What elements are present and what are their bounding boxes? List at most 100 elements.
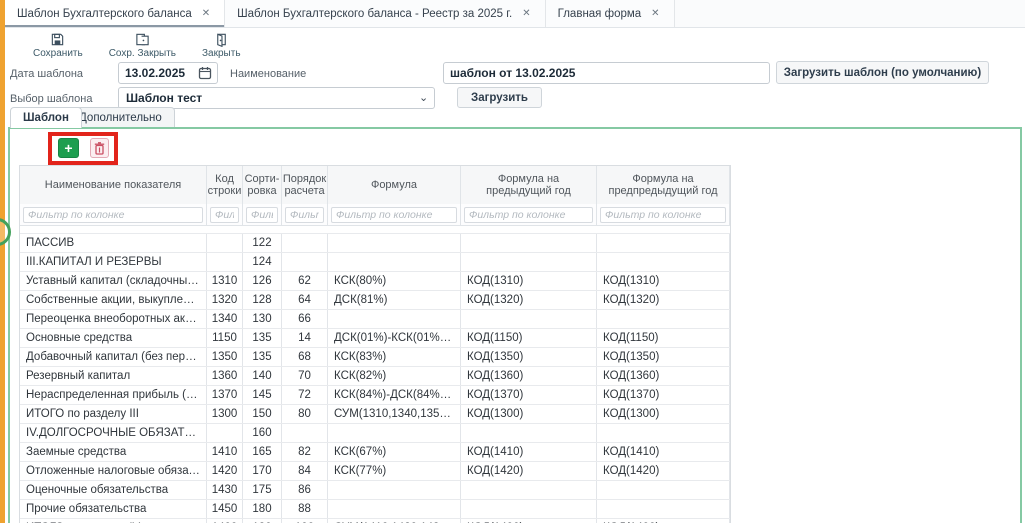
tab-template[interactable]: Шаблон <box>10 107 82 128</box>
table-cell: КОД(1360) <box>597 367 730 385</box>
table-cell: КОД(1310) <box>461 272 597 290</box>
column-header[interactable]: Код строки <box>207 166 243 204</box>
delete-row-button[interactable] <box>90 138 109 158</box>
window-tab[interactable]: Шаблон Бухгалтерского баланса - Реестр з… <box>225 0 546 27</box>
template-name-label: Наименование <box>230 68 307 80</box>
save-close-icon <box>136 33 149 46</box>
column-header[interactable]: Сорти-ровка <box>243 166 282 204</box>
tab-close-icon[interactable]: ✕ <box>522 8 531 19</box>
tab-additional[interactable]: Дополнительно <box>66 107 175 128</box>
save-and-close-button[interactable]: Сохр. Закрыть <box>109 28 176 60</box>
column-filter-input[interactable] <box>464 206 593 223</box>
template-name-input[interactable] <box>443 62 770 84</box>
table-row[interactable]: IV.ДОЛГОСРОЧНЫЕ ОБЯЗАТЕЛЬСТВА 160 <box>20 424 730 443</box>
table-cell: 80 <box>282 405 328 423</box>
table-cell: Прочие обязательства <box>20 500 207 518</box>
template-date-input[interactable] <box>118 62 218 84</box>
table-cell: 1410 <box>207 443 243 461</box>
table-cell: СУМ(1310,1340,1350,1360,1... <box>328 405 461 423</box>
table-cell: 1310 <box>207 272 243 290</box>
table-cell <box>282 424 328 442</box>
filter-cell <box>243 204 282 225</box>
tab-close-icon[interactable]: ✕ <box>651 8 660 19</box>
table-row[interactable]: Оценочные обязательства 1430 175 86 <box>20 481 730 500</box>
table-cell <box>328 424 461 442</box>
table-cell: Нераспределенная прибыль (непокрыт... <box>20 386 207 404</box>
table-cell: 124 <box>243 253 282 271</box>
table-cell: КОД(1310) <box>597 272 730 290</box>
window-tab[interactable]: Главная форма ✕ <box>545 0 675 27</box>
table-body: БАЛАНС160012060СУМ(1100,1200)КОД(1600)КО… <box>20 226 730 523</box>
add-row-button[interactable]: + <box>58 138 79 158</box>
table-row[interactable]: III.КАПИТАЛ И РЕЗЕРВЫ 124 <box>20 253 730 272</box>
table-row[interactable]: Заемные средства 1410 165 82 КСК(67%) КОД(141… <box>20 443 730 462</box>
tab-close-icon[interactable]: ✕ <box>201 8 211 19</box>
column-filter-input[interactable] <box>23 206 203 223</box>
trash-icon <box>94 141 105 155</box>
table-cell: 140 <box>243 367 282 385</box>
table-cell: КОД(1410) <box>597 443 730 461</box>
table-row[interactable]: Переоценка внеоборотных активов 1340 130 66 <box>20 310 730 329</box>
table-row-clipped[interactable]: БАЛАНС160012060СУМ(1100,1200)КОД(1600)КО… <box>20 226 730 234</box>
table-row[interactable]: ИТОГО по разделу IV1400180100СУМ(1410,14… <box>20 519 730 523</box>
column-filter-input[interactable] <box>331 206 457 223</box>
table-cell <box>461 253 597 271</box>
table-cell: КОД(1420) <box>461 462 597 480</box>
table-row[interactable]: Прочие обязательства 1450 180 88 <box>20 500 730 519</box>
window-tab[interactable]: Шаблон Бухгалтерского баланса ✕ <box>5 0 226 27</box>
table-cell: IV.ДОЛГОСРОЧНЫЕ ОБЯЗАТЕЛЬСТВА <box>20 424 207 442</box>
table-cell: 1300 <box>207 405 243 423</box>
table-cell: Отложенные налоговые обязательства <box>20 462 207 480</box>
column-header[interactable]: Наименование показателя <box>20 166 207 204</box>
table-cell: КОД(1350) <box>461 348 597 366</box>
table-cell: КСК(84%)-ДСК(84%)+КСК(99... <box>328 386 461 404</box>
template-select[interactable]: Шаблон тест <box>118 87 435 109</box>
table-row[interactable]: Резервный капитал 1360 140 70 КСК(82%) КОД(13… <box>20 367 730 386</box>
column-header[interactable]: Формула <box>328 166 461 204</box>
column-filter-input[interactable] <box>210 206 239 223</box>
table-cell <box>461 424 597 442</box>
table-cell <box>461 500 597 518</box>
table-cell: ПАССИВ <box>20 234 207 252</box>
table-row[interactable]: Основные средства 1150 135 14 ДСК(01%)-КСК(0… <box>20 329 730 348</box>
table-cell: КОД(1360) <box>461 367 597 385</box>
column-filter-input[interactable] <box>285 206 324 223</box>
column-header[interactable]: Формула на предыдущий год <box>461 166 597 204</box>
table-row[interactable]: Нераспределенная прибыль (непокрыт...137… <box>20 386 730 405</box>
table-cell: Заемные средства <box>20 443 207 461</box>
table-cell: Оценочные обязательства <box>20 481 207 499</box>
table-cell: 1320 <box>207 291 243 309</box>
column-header[interactable]: Порядок расчета <box>282 166 328 204</box>
table-cell: 70 <box>282 367 328 385</box>
table-cell: III.КАПИТАЛ И РЕЗЕРВЫ <box>20 253 207 271</box>
table-cell <box>207 424 243 442</box>
calendar-icon[interactable] <box>198 66 212 80</box>
table-cell: 72 <box>282 386 328 404</box>
save-button[interactable]: Сохранить <box>33 28 83 60</box>
column-header[interactable]: Формула на предпредыдущий год <box>597 166 730 204</box>
table-cell: КОД(1370) <box>461 386 597 404</box>
table-row[interactable]: Уставный капитал (складочный капита...13… <box>20 272 730 291</box>
table-row[interactable]: ПАССИВ 122 <box>20 234 730 253</box>
table-cell: 100 <box>282 519 328 523</box>
table-row[interactable]: Отложенные налоговые обязательства142017… <box>20 462 730 481</box>
table-cell: КОД(1320) <box>597 291 730 309</box>
table-cell <box>597 310 730 328</box>
column-filter-input[interactable] <box>600 206 726 223</box>
column-filter-input[interactable] <box>246 206 278 223</box>
table-cell: КОД(1370) <box>597 386 730 404</box>
table-cell: 170 <box>243 462 282 480</box>
table-row[interactable]: Собственные акции, выкупленные у ак...13… <box>20 291 730 310</box>
template-select-label: Выбор шаблона <box>10 93 93 105</box>
close-button[interactable]: Закрыть <box>202 28 241 60</box>
table-row[interactable]: Добавочный капитал (без переоценки)13501… <box>20 348 730 367</box>
save-and-close-button-label: Сохр. Закрыть <box>108 48 177 59</box>
template-date-label: Дата шаблона <box>10 68 84 80</box>
load-default-template-button[interactable]: Загрузить шаблон (по умолчанию) <box>776 61 989 84</box>
table-cell: 66 <box>282 310 328 328</box>
table-cell <box>328 310 461 328</box>
template-tab-panel: + Наименование показателя Код строки Сорти… <box>8 127 1022 523</box>
table-row[interactable]: ИТОГО по разделу III 1300 150 80 СУМ(1310,13… <box>20 405 730 424</box>
chevron-down-icon[interactable]: ⌄ <box>419 92 429 104</box>
load-button[interactable]: Загрузить <box>457 87 542 108</box>
